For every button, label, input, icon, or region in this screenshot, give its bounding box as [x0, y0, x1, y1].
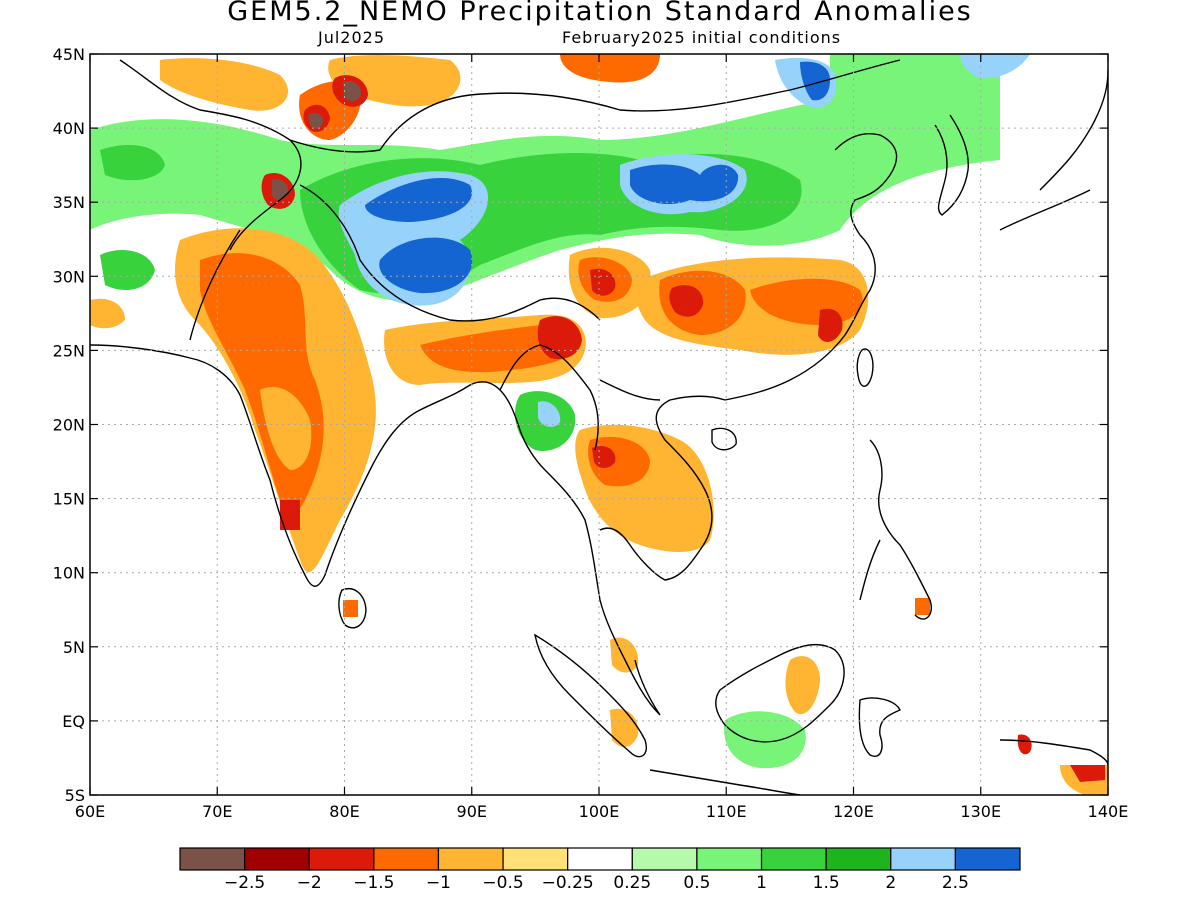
colorbar-swatch	[825, 847, 892, 871]
colorbar-swatch	[631, 847, 698, 871]
initial-conditions: February2025 initial conditions	[562, 28, 842, 47]
korea-coast	[934, 114, 969, 216]
colorbar-swatch	[179, 847, 246, 871]
lon-tick-label: 80E	[329, 802, 359, 821]
anomaly-shading	[90, 54, 1108, 795]
colorbar-swatch	[696, 847, 763, 871]
lat-tick-label: 20N	[53, 416, 85, 435]
lat-tick-label: 10N	[53, 564, 85, 583]
lon-tick-label: 60E	[75, 802, 105, 821]
colorbar-label: −0.25	[542, 873, 594, 893]
colorbar-label: 1.5	[813, 873, 840, 893]
graticule	[90, 54, 1108, 795]
coastlines-borders	[90, 59, 1108, 795]
lat-tick-label: 35N	[53, 193, 85, 212]
map-title: GEM5.2_NEMO Precipitation Standard Anoma…	[227, 0, 973, 27]
colorbar-swatch	[567, 847, 633, 871]
longitude-axis: 60E 70E 80E 90E 100E 110E 120E 130E 140E	[75, 54, 1129, 821]
colorbar-swatch	[308, 847, 375, 871]
colorbar: −2.5 −2 −1.5 −1 −0.5 −0.25 0.25 0.5 1 1.5 2 2.5	[179, 847, 1021, 893]
lon-tick-label: 140E	[1088, 802, 1129, 821]
lat-tick-label: 45N	[53, 45, 85, 64]
lat-tick-label: EQ	[62, 712, 85, 731]
java	[649, 769, 801, 795]
taiwan	[856, 348, 874, 387]
colorbar-swatch	[437, 847, 504, 871]
colorbar-label: −2.5	[224, 873, 265, 893]
srilanka	[338, 588, 367, 629]
colorbar-swatch	[890, 847, 956, 871]
lat-tick-label: 5S	[65, 786, 85, 805]
colorbar-label: 0.5	[683, 873, 710, 893]
hainan	[711, 427, 737, 451]
japan-islands	[999, 69, 1108, 231]
inland-borders	[119, 59, 901, 451]
lon-tick-label: 70E	[202, 802, 232, 821]
colorbar-label: 0.25	[613, 873, 651, 893]
lat-tick-label: 5N	[63, 638, 85, 657]
colorbar-swatch	[502, 847, 569, 871]
lon-tick-label: 100E	[579, 802, 620, 821]
philippines	[859, 439, 932, 620]
lat-tick-label: 40N	[53, 119, 85, 138]
latitude-axis: 45N 40N 35N 30N 25N 20N 15N 10N 5N EQ 5S	[53, 45, 1108, 805]
lon-tick-label: 130E	[960, 802, 1001, 821]
colorbar-swatch	[244, 847, 310, 871]
colorbar-label: −1.5	[353, 873, 394, 893]
colorbar-label: 2	[885, 873, 896, 893]
colorbar-label: −0.5	[482, 873, 523, 893]
lat-tick-label: 15N	[53, 490, 85, 509]
newguinea	[999, 739, 1108, 766]
sulawesi	[858, 697, 901, 757]
china-coast	[724, 133, 898, 401]
sumatra	[534, 633, 647, 758]
lon-tick-label: 110E	[706, 802, 747, 821]
lon-tick-label: 90E	[457, 802, 487, 821]
forecast-month: Jul2025	[318, 28, 386, 47]
lat-tick-label: 30N	[53, 267, 85, 286]
borneo	[715, 643, 845, 743]
lat-tick-label: 25N	[53, 341, 85, 360]
colorbar-label: −1	[426, 873, 451, 893]
indochina-coast	[544, 395, 726, 716]
colorbar-label: 1	[756, 873, 767, 893]
colorbar-swatch	[954, 847, 1021, 871]
lon-tick-label: 120E	[833, 802, 874, 821]
colorbar-label: −2	[297, 873, 322, 893]
colorbar-label: 2.5	[942, 873, 969, 893]
colorbar-swatch	[373, 847, 440, 871]
colorbar-swatch	[760, 847, 827, 871]
